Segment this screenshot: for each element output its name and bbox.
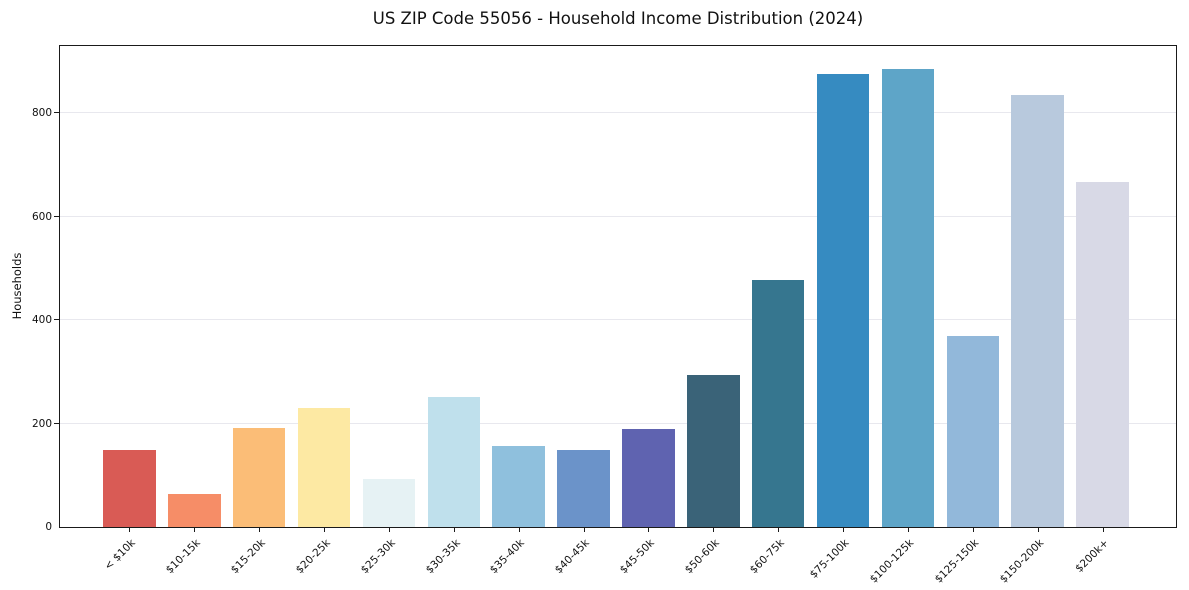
bar-slot: $100-125k bbox=[868, 46, 941, 586]
x-tick-mark bbox=[1037, 527, 1039, 532]
bar-slot: $25-30k bbox=[357, 46, 422, 576]
bar-125-150k bbox=[946, 336, 1000, 527]
x-tick-mark bbox=[259, 527, 261, 532]
bar-30-35k bbox=[427, 397, 481, 527]
x-tick-label: < $10k bbox=[102, 537, 138, 573]
x-tick-mark bbox=[194, 527, 196, 532]
x-tick-mark bbox=[648, 527, 650, 532]
x-tick-mark bbox=[972, 527, 974, 532]
bar-45-50k bbox=[622, 428, 675, 527]
gridline-y-400 bbox=[60, 319, 1176, 321]
bar-slot: $45-50k bbox=[616, 46, 681, 576]
bar-20-25k bbox=[297, 408, 351, 527]
x-tick-label: $60-75k bbox=[747, 537, 787, 577]
bar-slot: $60-75k bbox=[746, 46, 811, 576]
x-tick-mark bbox=[518, 527, 520, 532]
y-tick-label-600: 600 bbox=[31, 210, 52, 223]
bar-slot: $50-60k bbox=[681, 46, 746, 576]
bar-60-75k bbox=[751, 280, 805, 527]
bar-200k bbox=[1076, 181, 1129, 527]
y-tick-mark-400 bbox=[54, 319, 59, 321]
x-tick-label: $50-60k bbox=[682, 537, 722, 577]
y-tick-label-400: 400 bbox=[31, 314, 52, 327]
y-tick-label-0: 0 bbox=[45, 521, 52, 533]
bar-75-100k bbox=[816, 74, 870, 527]
bar-50-60k bbox=[687, 374, 740, 527]
bar-slot: $20-25k bbox=[292, 46, 357, 576]
bar-150-200k bbox=[1011, 94, 1064, 527]
x-tick-mark bbox=[324, 527, 326, 532]
x-tick-label: $30-35k bbox=[423, 537, 463, 577]
x-tick-label: $100-125k bbox=[867, 537, 917, 586]
chart-title: US ZIP Code 55056 - Household Income Dis… bbox=[372, 9, 864, 28]
x-tick-label: $35-40k bbox=[488, 537, 528, 577]
x-tick-mark bbox=[843, 527, 845, 532]
x-tick-label: $25-30k bbox=[358, 537, 398, 577]
x-tick-label: $10-15k bbox=[163, 537, 203, 577]
x-tick-mark bbox=[388, 527, 390, 532]
x-tick-mark bbox=[583, 527, 585, 532]
bar-slot: $125-150k bbox=[933, 46, 1005, 586]
x-tick-label: $45-50k bbox=[617, 537, 657, 577]
x-tick-mark bbox=[453, 527, 455, 532]
bars-container: < $10k $10-15k $15-20k $20-25k $25-30k $30-35… bbox=[60, 46, 1176, 586]
bar-slot: $35-40k bbox=[486, 46, 551, 576]
y-axis-label: Households bbox=[10, 252, 24, 320]
bar-10-15k bbox=[168, 494, 221, 527]
bar-slot: $200k+ bbox=[1070, 46, 1135, 575]
x-tick-label: $150-200k bbox=[997, 537, 1047, 586]
gridline-y-200 bbox=[60, 422, 1176, 424]
bar-slot: $75-100k bbox=[808, 46, 876, 581]
bar-100-125k bbox=[881, 68, 935, 527]
x-tick-label: $20-25k bbox=[293, 537, 333, 577]
x-tick-label: $40-45k bbox=[552, 537, 593, 577]
x-tick-mark bbox=[1102, 527, 1104, 532]
bar-15-20k bbox=[232, 427, 286, 527]
bar-slot: < $10k bbox=[97, 46, 162, 573]
y-tick-mark-600 bbox=[54, 215, 59, 217]
bar-slot: $10-15k bbox=[162, 46, 227, 576]
y-tick-label-800: 800 bbox=[31, 107, 52, 120]
x-tick-label: $15-20k bbox=[228, 537, 268, 577]
y-tick-mark-200 bbox=[54, 422, 59, 424]
y-tick-label-200: 200 bbox=[31, 417, 52, 430]
bar-10k bbox=[103, 450, 156, 527]
bar-25-30k bbox=[362, 479, 416, 527]
bar-35-40k bbox=[492, 445, 545, 527]
x-tick-mark bbox=[713, 527, 715, 532]
bar-slot: $150-200k bbox=[998, 46, 1070, 586]
x-tick-mark bbox=[778, 527, 780, 532]
bar-40-45k bbox=[557, 450, 610, 527]
bar-slot: $30-35k bbox=[421, 46, 486, 576]
y-tick-mark-800 bbox=[54, 112, 59, 114]
bar-slot: $40-45k bbox=[551, 46, 616, 576]
gridline-y-600 bbox=[60, 215, 1176, 217]
x-tick-label: $75-100k bbox=[807, 537, 852, 581]
x-tick-label: $125-150k bbox=[932, 537, 982, 586]
gridline-y-800 bbox=[60, 112, 1176, 114]
plot-area: < $10k $10-15k $15-20k $20-25k $25-30k $30-35… bbox=[32, 45, 1177, 586]
x-tick-mark bbox=[129, 527, 131, 532]
x-tick-mark bbox=[907, 527, 909, 532]
x-tick-label: $200k+ bbox=[1073, 537, 1112, 575]
bar-slot: $15-20k bbox=[227, 46, 292, 576]
